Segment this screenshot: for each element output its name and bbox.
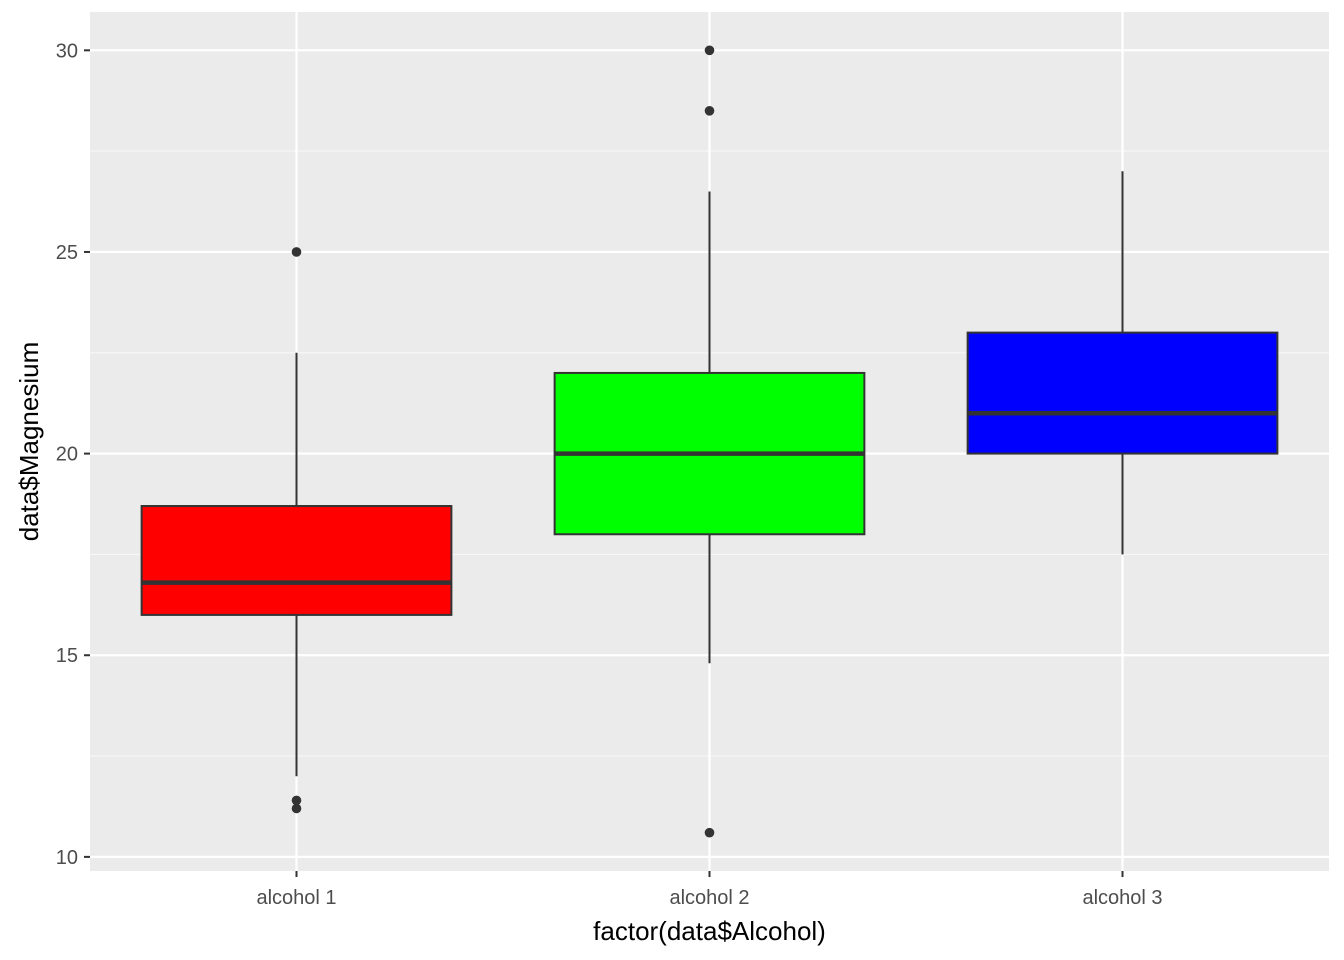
y-tick-label: 20	[56, 444, 78, 466]
x-tick-label: alcohol 3	[1082, 887, 1162, 909]
box-group	[553, 45, 866, 838]
outlier-point	[704, 106, 715, 116]
y-tick-label: 25	[56, 242, 78, 264]
y-tick-label: 10	[56, 847, 78, 869]
outlier-point	[291, 795, 302, 806]
x-axis: alcohol 1 alcohol 2 alcohol 3	[256, 871, 1163, 909]
y-tick-label: 30	[56, 40, 78, 62]
box-iqr	[966, 331, 1279, 455]
box-group	[140, 247, 453, 814]
box-group	[966, 171, 1279, 555]
outlier-point	[704, 827, 715, 838]
x-tick-label: alcohol 2	[669, 887, 749, 909]
box-iqr	[140, 505, 453, 616]
boxes	[140, 45, 1279, 838]
x-tick-label: alcohol 1	[256, 887, 336, 909]
outlier-point	[291, 803, 302, 814]
y-axis: 10 15 20 25 30	[56, 40, 90, 869]
y-axis-title: data$Magnesium	[14, 342, 44, 541]
y-tick-label: 15	[56, 645, 78, 667]
x-axis-title: factor(data$Alcohol)	[593, 916, 826, 946]
outlier-point	[291, 247, 302, 257]
outlier-point	[704, 45, 715, 56]
